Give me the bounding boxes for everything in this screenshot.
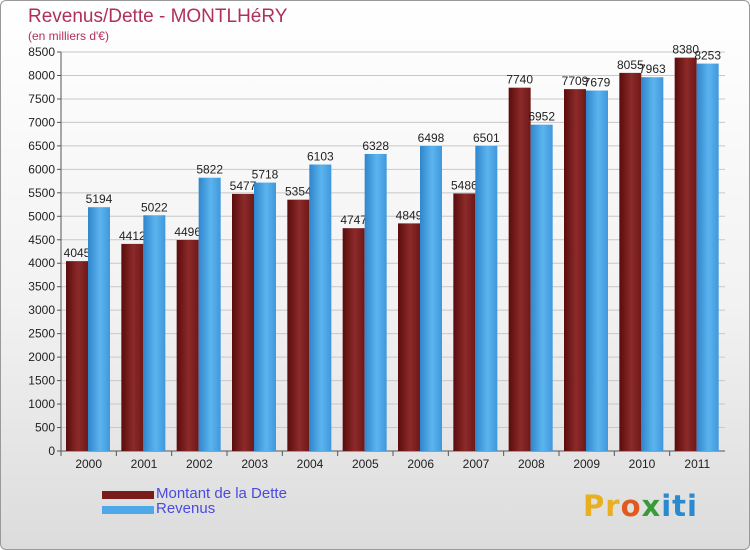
- y-tick-label: 1000: [28, 397, 55, 411]
- data-label-dette: 5477: [230, 179, 257, 193]
- bar-revenus: [420, 145, 442, 451]
- data-label-dette: 8055: [617, 58, 644, 72]
- legend-swatch-revenus: [102, 506, 154, 514]
- bar-revenus: [364, 153, 387, 451]
- data-label-dette: 5354: [285, 185, 312, 199]
- data-label-dette: 5486: [451, 178, 478, 192]
- data-label-dette: 8380: [672, 43, 699, 57]
- data-label-dette: 4045: [64, 246, 91, 260]
- data-label-revenus: 5022: [141, 200, 168, 214]
- data-label-revenus: 7963: [639, 62, 666, 76]
- y-tick-label: 2500: [28, 327, 55, 341]
- y-tick-label: 6000: [28, 162, 55, 176]
- legend-label-dette: Montant de la Dette: [156, 485, 287, 502]
- x-tick-label: 2001: [131, 457, 158, 471]
- x-tick-label: 2010: [629, 457, 656, 471]
- data-label-dette: 4496: [174, 225, 201, 239]
- data-label-revenus: 5194: [86, 192, 113, 206]
- x-tick-label: 2003: [241, 457, 268, 471]
- y-tick-label: 4000: [28, 256, 55, 270]
- bar-dette: [674, 57, 697, 452]
- data-label-revenus: 6952: [528, 110, 555, 124]
- data-label-revenus: 5822: [196, 163, 223, 177]
- proxiti-logo: Proxiti: [583, 489, 698, 523]
- bar-revenus: [641, 77, 664, 452]
- data-label-dette: 4747: [340, 213, 367, 227]
- y-tick-label: 1500: [28, 374, 55, 388]
- x-tick-label: 2007: [463, 457, 490, 471]
- y-tick-label: 500: [35, 421, 55, 435]
- data-label-revenus: 6498: [418, 131, 445, 145]
- x-tick-label: 2004: [297, 457, 324, 471]
- bar-dette: [453, 193, 476, 451]
- bar-dette: [287, 199, 310, 451]
- data-label-revenus: 6103: [307, 150, 334, 164]
- legend-swatch-dette: [102, 491, 154, 499]
- data-label-revenus: 8253: [694, 49, 721, 63]
- bar-dette: [508, 87, 531, 451]
- data-label-revenus: 6328: [362, 139, 389, 153]
- data-label-dette: 4849: [396, 208, 423, 222]
- y-tick-label: 6500: [28, 139, 55, 153]
- y-tick-label: 0: [48, 444, 55, 458]
- y-tick-label: 7500: [28, 92, 55, 106]
- bar-revenus: [530, 124, 553, 451]
- bar-revenus: [475, 145, 498, 451]
- legend-label-revenus: Revenus: [156, 500, 216, 517]
- y-tick-label: 5000: [28, 209, 55, 223]
- bar-revenus: [143, 215, 166, 451]
- bar-dette: [619, 72, 642, 451]
- bar-dette: [564, 89, 586, 452]
- bar-revenus: [254, 182, 276, 452]
- bar-revenus: [198, 177, 221, 451]
- y-tick-label: 2000: [28, 350, 55, 364]
- bar-dette: [398, 223, 420, 451]
- y-tick-label: 5500: [28, 186, 55, 200]
- y-tick-label: 4500: [28, 233, 55, 247]
- x-tick-label: 2006: [407, 457, 434, 471]
- data-label-revenus: 7679: [584, 76, 611, 90]
- x-tick-label: 2000: [75, 457, 102, 471]
- x-tick-label: 2002: [186, 457, 213, 471]
- y-tick-label: 8000: [28, 68, 55, 82]
- bar-dette: [121, 243, 144, 451]
- y-tick-label: 3500: [28, 280, 55, 294]
- bar-revenus: [88, 207, 110, 451]
- y-tick-label: 8500: [28, 45, 55, 59]
- bar-dette: [176, 239, 199, 451]
- y-tick-label: 3000: [28, 303, 55, 317]
- bar-revenus: [309, 164, 332, 451]
- bar-revenus: [586, 90, 608, 452]
- chart-subtitle: (en milliers d'€): [28, 29, 109, 43]
- x-tick-label: 2011: [684, 457, 710, 471]
- bar-dette: [66, 261, 88, 451]
- x-tick-label: 2005: [352, 457, 379, 471]
- y-tick-label: 7000: [28, 115, 55, 129]
- bar-dette: [232, 193, 254, 451]
- data-label-dette: 7709: [562, 74, 589, 88]
- data-label-dette: 7740: [506, 73, 533, 87]
- data-label-dette: 4412: [119, 229, 146, 243]
- data-label-revenus: 6501: [473, 131, 500, 145]
- bar-revenus: [696, 63, 719, 451]
- x-tick-label: 2008: [518, 457, 545, 471]
- x-tick-label: 2009: [573, 457, 600, 471]
- bar-dette: [342, 228, 365, 451]
- chart-title: Revenus/Dette - MONTLHéRY: [28, 6, 288, 27]
- data-label-revenus: 5718: [252, 168, 279, 182]
